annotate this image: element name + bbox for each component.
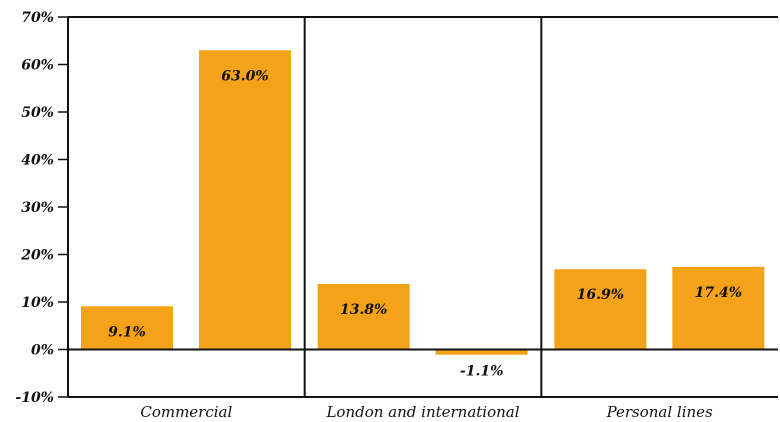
bar [672,267,764,350]
group-labels: Commercial London and international Person… [140,403,713,421]
category-label: Personal lines [606,403,713,421]
bar [554,269,646,349]
data-label: 13.8% [340,302,387,318]
bars: 9.1% 63.0% 13.8% -1.1% 16.9% 17.4% [81,50,764,379]
y-axis-ticks: 70% 60% 50% 40% 30% 20% 10% 0% -10% [15,10,68,406]
data-label: 16.9% [577,287,624,303]
y-tick-label: 10% [21,295,54,311]
y-tick-label: 20% [20,248,54,264]
y-tick-label: 70% [21,10,54,26]
bar [199,50,291,349]
data-label: 63.0% [221,68,268,84]
data-label: -1.1% [460,364,503,380]
data-label: 9.1% [108,324,146,340]
y-tick-label: 50% [21,105,54,121]
y-tick-label: 60% [21,58,54,74]
axes [68,17,778,397]
category-label: London and international [325,403,519,421]
y-tick-label: -10% [15,390,54,406]
y-tick-label: 0% [31,343,54,359]
y-tick-label: 30% [21,200,54,216]
data-label: 17.4% [695,285,742,301]
y-tick-label: 40% [21,153,54,169]
category-label: Commercial [140,403,232,421]
